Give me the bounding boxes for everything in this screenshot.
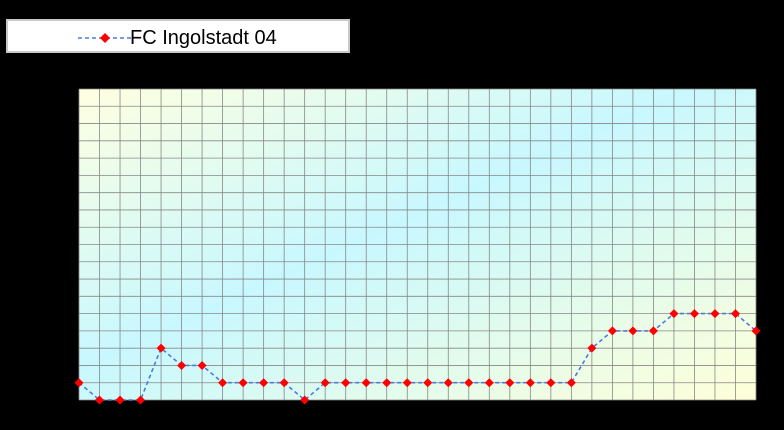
x-tick-label: 15 (360, 71, 374, 85)
x-ticks: 1 2 3 4 5 6 7 8 9 10 11 12 13 14 15 16 17 18 19 20 21 22 23 24 2… (76, 71, 763, 85)
legend-swatch (78, 33, 132, 43)
data-point (115, 395, 125, 405)
x-tick-label: 19 (442, 71, 456, 85)
data-point (443, 378, 453, 388)
x-tick-label: 25 (565, 71, 579, 85)
y-tick-label: 14 (57, 318, 71, 332)
data-point (402, 378, 412, 388)
y-tick-label: 2 (63, 111, 70, 125)
data-point (341, 378, 351, 388)
y-tick-label: 17 (57, 370, 71, 384)
data-point (628, 326, 638, 336)
legend-box: FC Ingolstadt 04 (6, 19, 350, 53)
x-tick-label: 33 (729, 71, 743, 85)
x-tick-label: 32 (708, 71, 722, 85)
x-tick-label: 23 (524, 71, 538, 85)
data-point (566, 378, 576, 388)
x-tick-label: 14 (339, 71, 353, 85)
data-point (648, 326, 658, 336)
x-tick-label: 2 (96, 71, 103, 85)
x-tick-label: 5 (158, 71, 165, 85)
data-point (74, 378, 84, 388)
y-tick-label: 7 (63, 197, 70, 211)
x-tick-label: 10 (257, 71, 271, 85)
y-tick-label: 13 (57, 301, 71, 315)
x-tick-label: 16 (380, 71, 394, 85)
data-point (607, 326, 617, 336)
x-tick-label: 22 (503, 71, 517, 85)
y-tick-label: 8 (63, 214, 70, 228)
x-tick-label: 7 (199, 71, 206, 85)
x-tick-label: 9 (240, 71, 247, 85)
data-point (464, 378, 474, 388)
data-point (177, 360, 187, 370)
y-tick-label: 6 (63, 180, 70, 194)
data-point (136, 395, 146, 405)
chart-title: Spieltage (404, 31, 471, 48)
data-point (730, 309, 740, 319)
y-tick-label: 3 (63, 128, 70, 142)
data-point (423, 378, 433, 388)
data-point (669, 309, 679, 319)
x-tick-label: 12 (298, 71, 312, 85)
x-tick-label: 8 (219, 71, 226, 85)
data-point (218, 378, 228, 388)
data-point (484, 378, 494, 388)
x-tick-label: 13 (319, 71, 333, 85)
data-point (259, 378, 269, 388)
x-tick-label: 29 (647, 71, 661, 85)
y-tick-label: 4 (63, 145, 70, 159)
x-tick-label: 3 (117, 71, 124, 85)
y-tick-label: 11 (58, 266, 71, 280)
y-tick-label: 12 (57, 283, 71, 297)
x-tick-label: 28 (626, 71, 640, 85)
series-points (74, 309, 761, 405)
data-point (197, 360, 207, 370)
y-tick-label: 5 (63, 162, 70, 176)
y-tick-label: 9 (63, 232, 70, 246)
x-tick-label: 30 (667, 71, 681, 85)
data-point (525, 378, 535, 388)
data-point (546, 378, 556, 388)
y-tick-label: 10 (57, 249, 71, 263)
data-point (710, 309, 720, 319)
x-tick-label: 11 (278, 71, 291, 85)
data-point (95, 395, 105, 405)
x-tick-label: 18 (421, 71, 435, 85)
data-point (320, 378, 330, 388)
x-tick-label: 26 (585, 71, 599, 85)
x-tick-label: 21 (483, 71, 497, 85)
data-point (505, 378, 515, 388)
legend-label: FC Ingolstadt 04 (130, 27, 277, 49)
y-tick-label: 1 (63, 93, 70, 107)
data-point (587, 343, 597, 353)
y-tick-label: 16 (57, 352, 71, 366)
y-tick-label: 18 (57, 387, 71, 401)
y-tick-label: 15 (57, 335, 71, 349)
x-tick-label: 27 (606, 71, 620, 85)
data-point (382, 378, 392, 388)
x-tick-label: 34 (749, 71, 763, 85)
data-point (361, 378, 371, 388)
x-tick-label: 31 (688, 71, 702, 85)
x-tick-label: 6 (178, 71, 185, 85)
x-tick-label: 4 (137, 71, 144, 85)
data-point (300, 395, 310, 405)
data-point (689, 309, 699, 319)
data-point (279, 378, 289, 388)
x-tick-label: 17 (401, 71, 415, 85)
x-tick-label: 20 (462, 71, 476, 85)
data-point (751, 326, 761, 336)
x-tick-label: 1 (76, 71, 83, 85)
x-tick-label: 24 (544, 71, 558, 85)
data-point (156, 343, 166, 353)
data-point (238, 378, 248, 388)
